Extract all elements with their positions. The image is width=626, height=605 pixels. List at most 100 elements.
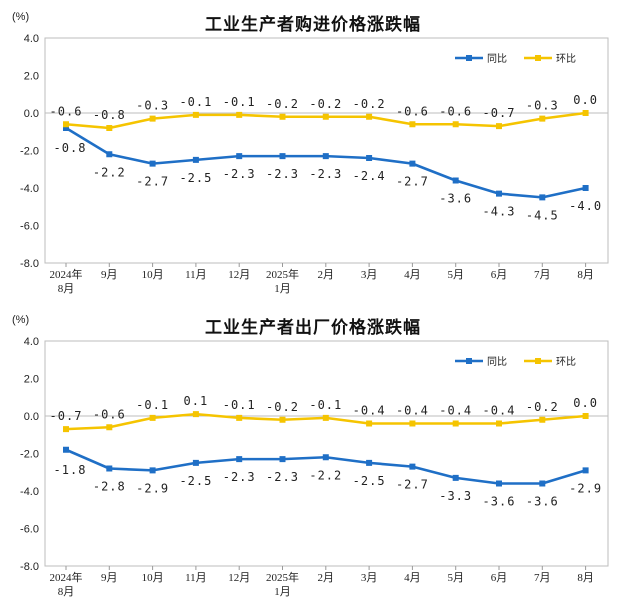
x-tick-label: 1月 [274, 283, 291, 295]
data-point [236, 153, 243, 160]
chart-title: 工业生产者购进价格涨跌幅 [205, 15, 421, 35]
data-point [496, 420, 502, 427]
data-label: -2.5 [353, 474, 386, 488]
y-tick-label: -4.0 [20, 183, 39, 195]
data-point [149, 115, 156, 122]
data-label: -2.2 [309, 468, 342, 482]
data-point [366, 459, 373, 466]
data-point [236, 414, 243, 421]
x-tick-label: 10月 [142, 269, 164, 281]
x-tick-label: 2025年 [266, 570, 299, 584]
data-label: -0.6 [50, 104, 83, 118]
data-label: -3.6 [439, 192, 472, 206]
factory-price-chart: 工业生产者出厂价格涨跌幅 (%) 4.0 2.0 0.0 -2.0 -4.0 -6.0 -8… [0, 303, 626, 605]
data-label: -0.2 [526, 400, 559, 414]
x-tick-label: 2024年 [50, 570, 83, 584]
data-point [582, 413, 589, 419]
data-point [106, 465, 113, 472]
data-label: -2.3 [266, 167, 299, 181]
data-point [192, 459, 199, 466]
data-point [452, 121, 459, 128]
legend-label: 环比 [556, 53, 576, 65]
data-point [496, 480, 502, 487]
x-tick-label: 5月 [447, 572, 464, 584]
data-label: -0.8 [93, 108, 126, 122]
data-label: -0.2 [266, 400, 299, 414]
data-point [149, 414, 156, 421]
data-label: -2.3 [223, 167, 256, 181]
data-point [279, 416, 286, 423]
y-tick-label: 4.0 [24, 33, 39, 45]
data-label: -3.6 [483, 495, 516, 509]
data-point [582, 110, 589, 116]
data-point [192, 111, 199, 118]
data-point [106, 151, 113, 158]
data-label: -0.2 [353, 97, 386, 111]
purchase-price-chart: 工业生产者购进价格涨跌幅 (%) 4.0 2.0 0.0 -2.0 -4.0 -6.0 -8… [0, 0, 626, 302]
plot-frame [44, 37, 609, 264]
data-point [236, 111, 243, 118]
data-point [366, 113, 373, 120]
data-point [409, 463, 416, 470]
data-point [236, 456, 243, 463]
data-label: -0.1 [309, 398, 342, 412]
x-tick-label: 7月 [534, 269, 551, 281]
data-label: -3.3 [439, 489, 472, 503]
data-point [496, 123, 502, 130]
data-label: -2.3 [223, 470, 256, 484]
y-tick-label: -6.0 [20, 524, 39, 536]
plot-frame [44, 340, 609, 567]
x-tick-label: 6月 [491, 269, 508, 281]
data-label: -2.9 [136, 481, 169, 495]
data-label: -2.2 [93, 165, 126, 179]
legend-marker [466, 358, 472, 364]
x-tick-label: 8月 [58, 283, 75, 295]
data-point [452, 474, 459, 481]
data-label: 0.0 [573, 93, 598, 107]
data-label: -0.8 [54, 141, 87, 155]
data-point [366, 420, 373, 427]
data-point [409, 160, 416, 167]
x-tick-label: 2024年 [50, 267, 83, 281]
data-point [582, 185, 589, 191]
data-label: -2.7 [396, 175, 429, 189]
x-tick-label: 2月 [318, 572, 335, 584]
data-point [279, 456, 286, 463]
legend-marker [535, 358, 541, 364]
x-tick-label: 8月 [577, 269, 594, 281]
x-tick-label: 9月 [101, 572, 118, 584]
chart-title: 工业生产者出厂价格涨跌幅 [205, 318, 421, 338]
x-tick-label: 10月 [142, 572, 164, 584]
data-label: -2.9 [569, 481, 602, 495]
y-tick-label: -2.0 [20, 449, 39, 461]
data-label: -2.7 [396, 478, 429, 492]
data-label: -0.6 [93, 407, 126, 421]
data-label: -0.1 [179, 95, 212, 109]
data-label: -3.6 [526, 495, 559, 509]
data-label: -0.1 [223, 398, 256, 412]
data-point [106, 125, 113, 131]
data-point [322, 454, 329, 461]
x-tick-label: 11月 [185, 572, 207, 584]
y-tick-label: 0.0 [24, 411, 39, 423]
data-label: -0.7 [50, 409, 83, 423]
data-point [192, 411, 199, 418]
data-label: -0.1 [136, 398, 169, 412]
data-point [496, 190, 502, 197]
x-tick-label: 4月 [404, 572, 421, 584]
data-label: -2.5 [179, 474, 212, 488]
data-label: -2.3 [309, 167, 342, 181]
x-tick-label: 8月 [577, 572, 594, 584]
data-point [539, 480, 546, 487]
data-label: -2.8 [93, 480, 126, 494]
data-label: -0.3 [136, 99, 169, 113]
x-tick-label: 12月 [228, 572, 250, 584]
data-point [366, 155, 373, 161]
data-point [452, 420, 459, 427]
x-tick-label: 4月 [404, 269, 421, 281]
y-tick-label: 2.0 [24, 71, 39, 83]
purchase-price-plot: 4.0 2.0 0.0 -2.0 -4.0 -6.0 -8.0 2024年 8月 9月 10月 11月… [20, 33, 609, 295]
data-point [539, 115, 546, 122]
data-point [322, 414, 329, 421]
y-unit-label: (%) [12, 314, 30, 326]
